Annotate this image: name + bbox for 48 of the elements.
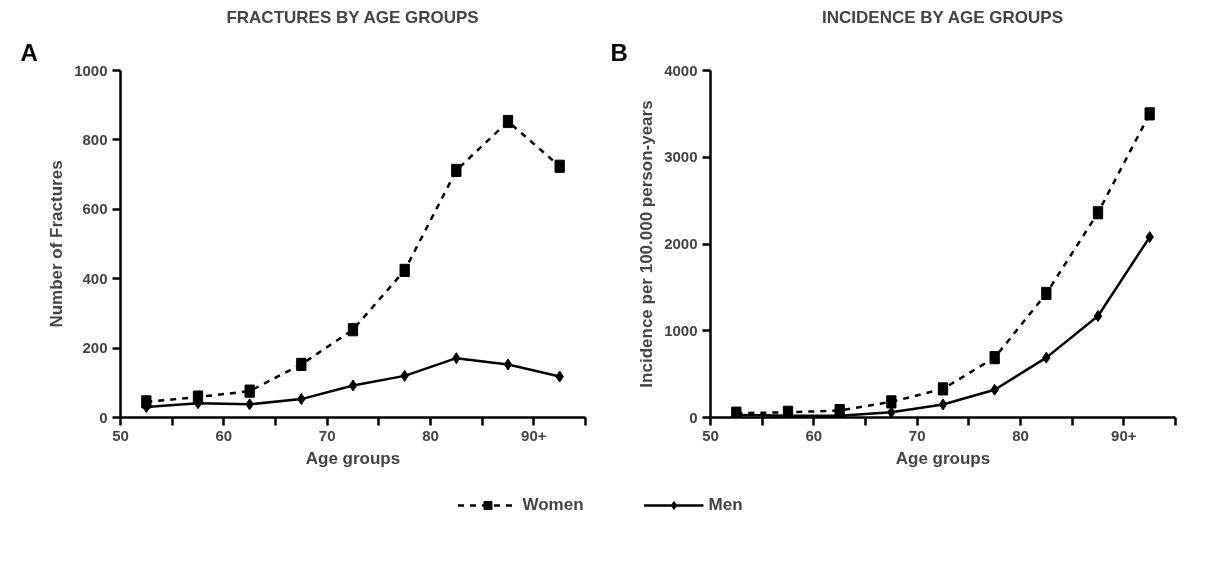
x-tick-label: 90+ [521, 426, 547, 444]
y-tick-label: 0 [689, 408, 698, 426]
x-tick-label: 80 [1012, 426, 1029, 444]
chart-title: INCIDENCE BY AGE GROUPS [822, 7, 1063, 27]
point [886, 395, 897, 409]
point [1144, 107, 1155, 121]
point [989, 351, 1000, 365]
chart-title: FRACTURES BY AGE GROUPS [226, 7, 479, 27]
point [937, 382, 949, 396]
point [503, 358, 513, 371]
legend-label: Women [522, 495, 584, 515]
x-tick-label: 60 [805, 426, 823, 444]
x-tick-label: 50 [112, 426, 129, 444]
x-tick-label: 50 [702, 426, 719, 444]
y-tick-label: 0 [99, 408, 108, 426]
point [347, 323, 359, 337]
legend-label: Men [708, 495, 743, 515]
y-tick-label: 800 [82, 130, 108, 148]
point [1092, 206, 1104, 220]
y-tick-label: 2000 [664, 235, 698, 252]
y-tick-label: 600 [82, 200, 108, 218]
x-tick-label: 70 [318, 426, 336, 444]
y-axis-title: Number of Fractures [47, 160, 67, 328]
x-tick-label: 70 [908, 426, 926, 444]
y-axis-title: Incidence per 100.000 person-years [637, 100, 657, 388]
point [399, 263, 410, 277]
x-tick-label: 90+ [1111, 426, 1137, 444]
x-tick-label: 60 [215, 426, 233, 444]
x-axis-title: Age groups [895, 448, 991, 468]
x-axis-title: Age groups [305, 448, 401, 468]
x-tick-label: 80 [422, 426, 439, 444]
point [348, 379, 358, 392]
point [502, 114, 514, 129]
y-tick-label: 3000 [664, 148, 698, 166]
y-tick-label: 4000 [664, 61, 698, 79]
text: A [20, 38, 38, 66]
text: B [610, 38, 628, 66]
y-tick-label: 1000 [664, 321, 698, 339]
point [1041, 286, 1052, 301]
y-tick-label: 400 [82, 269, 108, 287]
y-tick-label: 200 [82, 339, 108, 357]
point [451, 163, 462, 178]
point [938, 398, 948, 411]
point [244, 384, 255, 398]
y-tick-label: 1000 [74, 61, 108, 79]
point [296, 357, 307, 371]
point [554, 159, 565, 173]
point [1093, 310, 1103, 322]
